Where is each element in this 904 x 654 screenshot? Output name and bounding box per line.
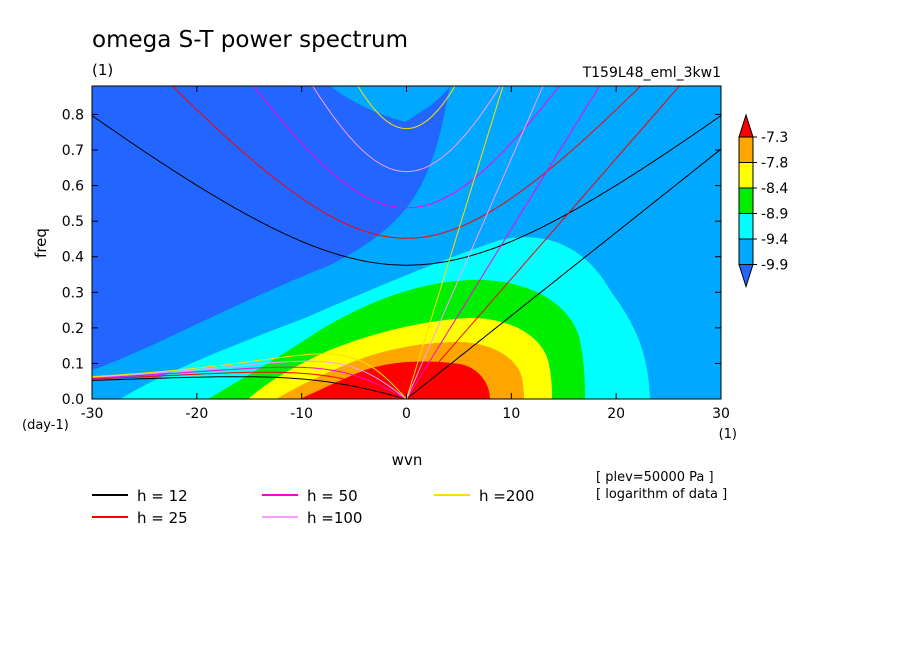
- x-tick-label: -30: [81, 406, 104, 422]
- note-log: [ logarithm of data ]: [596, 487, 727, 502]
- colorbar-swatch: [738, 238, 754, 265]
- y-tick-label: 0.6: [62, 179, 84, 195]
- y-axis: 0.0 0.1 0.2 0.3 0.4 0.5 0.6 0.7 0.8: [62, 107, 721, 408]
- x-axis-label: wvn: [392, 451, 423, 469]
- dispersion-curve-h100: [406, 86, 544, 399]
- colorbar-bottom-arrow: [738, 264, 754, 289]
- dispersion-curve-h50: [92, 366, 407, 399]
- y-tick-label: 0.2: [62, 321, 84, 337]
- chart-title: omega S-T power spectrum: [92, 27, 408, 53]
- x-tick-label: 20: [607, 406, 625, 422]
- x-tick-label: 0: [402, 406, 411, 422]
- x-axis: -30 -20 -10 0 10 20 30: [81, 86, 730, 422]
- dispersion-curve-h12: [92, 115, 721, 266]
- legend-label-h100: h =100: [307, 509, 362, 527]
- dispersion-curve-h12: [92, 376, 407, 399]
- x-tick-label: 30: [712, 406, 730, 422]
- y-tick-label: 0.8: [62, 107, 84, 123]
- dispersion-curve-h200: [92, 353, 407, 399]
- dispersion-curve-h200: [357, 86, 456, 130]
- colorbar-label: -9.9: [761, 258, 788, 274]
- colorbar-label: -8.4: [761, 181, 788, 197]
- legend-label-h25: h = 25: [137, 509, 188, 527]
- colorbar-label: -9.4: [761, 232, 788, 248]
- colorbar-swatch: [738, 136, 754, 163]
- dispersion-curve-h200: [406, 86, 504, 399]
- dispersion-curve-h50: [406, 86, 601, 399]
- legend-label-h200: h =200: [479, 487, 534, 505]
- y-tick-label: 0.1: [62, 356, 84, 372]
- legend-label-h12: h = 12: [137, 487, 188, 505]
- x-axis-unit: (1): [719, 427, 737, 442]
- dispersion-curve-h12: [406, 148, 721, 399]
- colorbar-label: -8.9: [761, 207, 788, 223]
- dispersion-curve-h25: [406, 86, 681, 399]
- colorbar-swatch: [738, 187, 754, 214]
- colorbar-top-arrow: [738, 113, 754, 138]
- chart-subtitle: (1): [92, 61, 113, 79]
- y-tick-label: 0.4: [62, 250, 84, 266]
- colorbar-swatch: [738, 213, 754, 240]
- colorbar-swatch: [738, 162, 754, 189]
- dispersion-curve-h100: [92, 360, 407, 399]
- run-label: T159L48_eml_3kw1: [582, 65, 721, 81]
- curve-legend: h = 12 h = 25 h = 50 h =100 h =200: [92, 487, 534, 527]
- colorbar: -7.3 -7.8 -8.4 -8.9 -9.4 -9.9: [738, 113, 788, 289]
- dispersion-curve-h100: [312, 86, 501, 173]
- dispersion-curve-h50: [253, 86, 560, 209]
- y-tick-label: 0.3: [62, 285, 84, 301]
- plot-area: [91, 85, 722, 400]
- x-tick-label: 10: [502, 406, 520, 422]
- y-axis-label: freq: [32, 228, 50, 258]
- colorbar-label: -7.3: [761, 130, 788, 146]
- y-axis-unit: (day-1): [22, 418, 69, 433]
- dispersion-curve-h25: [171, 86, 642, 239]
- y-tick-label: 0.5: [62, 214, 84, 230]
- x-tick-label: -10: [290, 406, 313, 422]
- legend-label-h50: h = 50: [307, 487, 358, 505]
- dispersion-curves: [92, 86, 721, 399]
- y-tick-label: 0.7: [62, 143, 84, 159]
- colorbar-label: -7.8: [761, 156, 788, 172]
- x-tick-label: -20: [185, 406, 208, 422]
- y-tick-label: 0.0: [62, 392, 84, 408]
- note-plev: [ plev=50000 Pa ]: [596, 470, 714, 485]
- dispersion-curve-h25: [92, 371, 407, 399]
